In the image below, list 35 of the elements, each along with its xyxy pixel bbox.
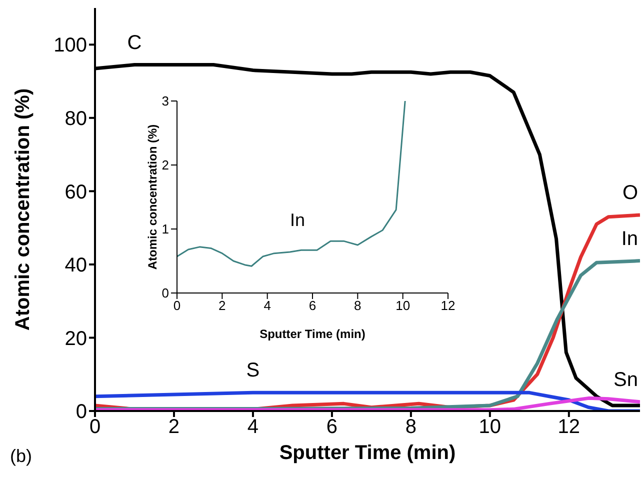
x-tick-label: 2 (218, 298, 226, 314)
x-tick-label: 4 (264, 298, 271, 314)
text: (b) (10, 446, 32, 467)
x-tick-label: 4 (247, 416, 259, 438)
y-tick-label: 0 (76, 401, 87, 424)
y-axis-title: Atomic concentration (%) (12, 88, 34, 331)
x-tick-label: 12 (440, 298, 456, 314)
x-tick-label: 8 (405, 416, 417, 438)
y-tick-label: 60 (64, 181, 87, 204)
line-series (177, 101, 406, 267)
series-label: C (127, 32, 142, 54)
series-label: S (246, 360, 260, 382)
y-tick-label: 2 (162, 158, 169, 173)
x-tick-label: 10 (478, 416, 502, 438)
x-tick-label: 10 (396, 298, 410, 314)
x-tick-label: 0 (173, 298, 181, 314)
annotation: In (290, 210, 306, 231)
x-axis-title: Sputter Time (min) (260, 327, 366, 341)
x-tick-label: 6 (326, 416, 338, 438)
series-label: O (622, 182, 638, 204)
y-tick-label: 0 (162, 286, 169, 301)
series-label: In (621, 228, 638, 250)
y-tick-label: 20 (64, 328, 87, 350)
y-axis-title: Atomic concentration (%) (145, 124, 160, 270)
x-tick-label: 6 (308, 298, 316, 314)
x-tick-label: 12 (558, 416, 580, 438)
y-tick-label: 100 (54, 34, 87, 57)
y-tick-label: 3 (162, 94, 169, 109)
y-tick-label: 40 (64, 254, 87, 277)
series-label: Sn (614, 368, 638, 391)
y-tick-label: 1 (162, 222, 169, 237)
x-tick-label: 8 (354, 298, 362, 314)
x-tick-label: 0 (89, 416, 101, 438)
y-tick-label: 80 (64, 108, 87, 130)
x-axis-title: Sputter Time (min) (279, 442, 456, 464)
